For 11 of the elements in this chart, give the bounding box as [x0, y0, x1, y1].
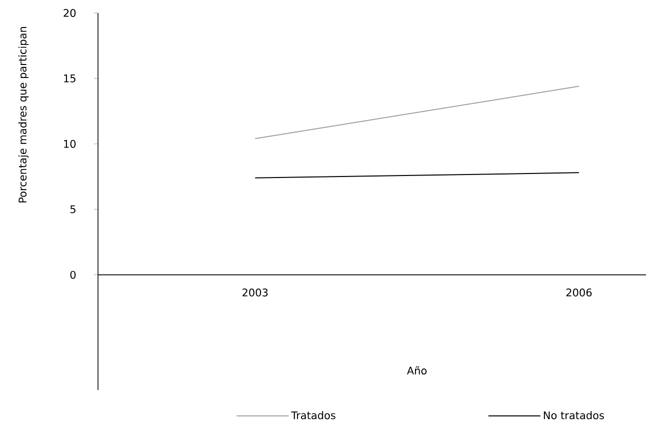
y-tick-label: 20 [64, 9, 76, 17]
y-tick-label: 15 [64, 74, 76, 82]
y-tick-label: 0 [70, 270, 76, 279]
x-tick-label: 2003 [242, 288, 268, 296]
legend-label: Tratados [291, 411, 336, 420]
y-tick-label: 10 [64, 140, 76, 148]
x-axis-title: Año [406, 366, 427, 375]
x-tick-label: 2006 [566, 288, 592, 296]
y-axis-title: Porcentaje madres que participan [18, 26, 29, 202]
legend-label: No tratados [544, 411, 604, 420]
y-tick-label: 5 [70, 205, 76, 214]
